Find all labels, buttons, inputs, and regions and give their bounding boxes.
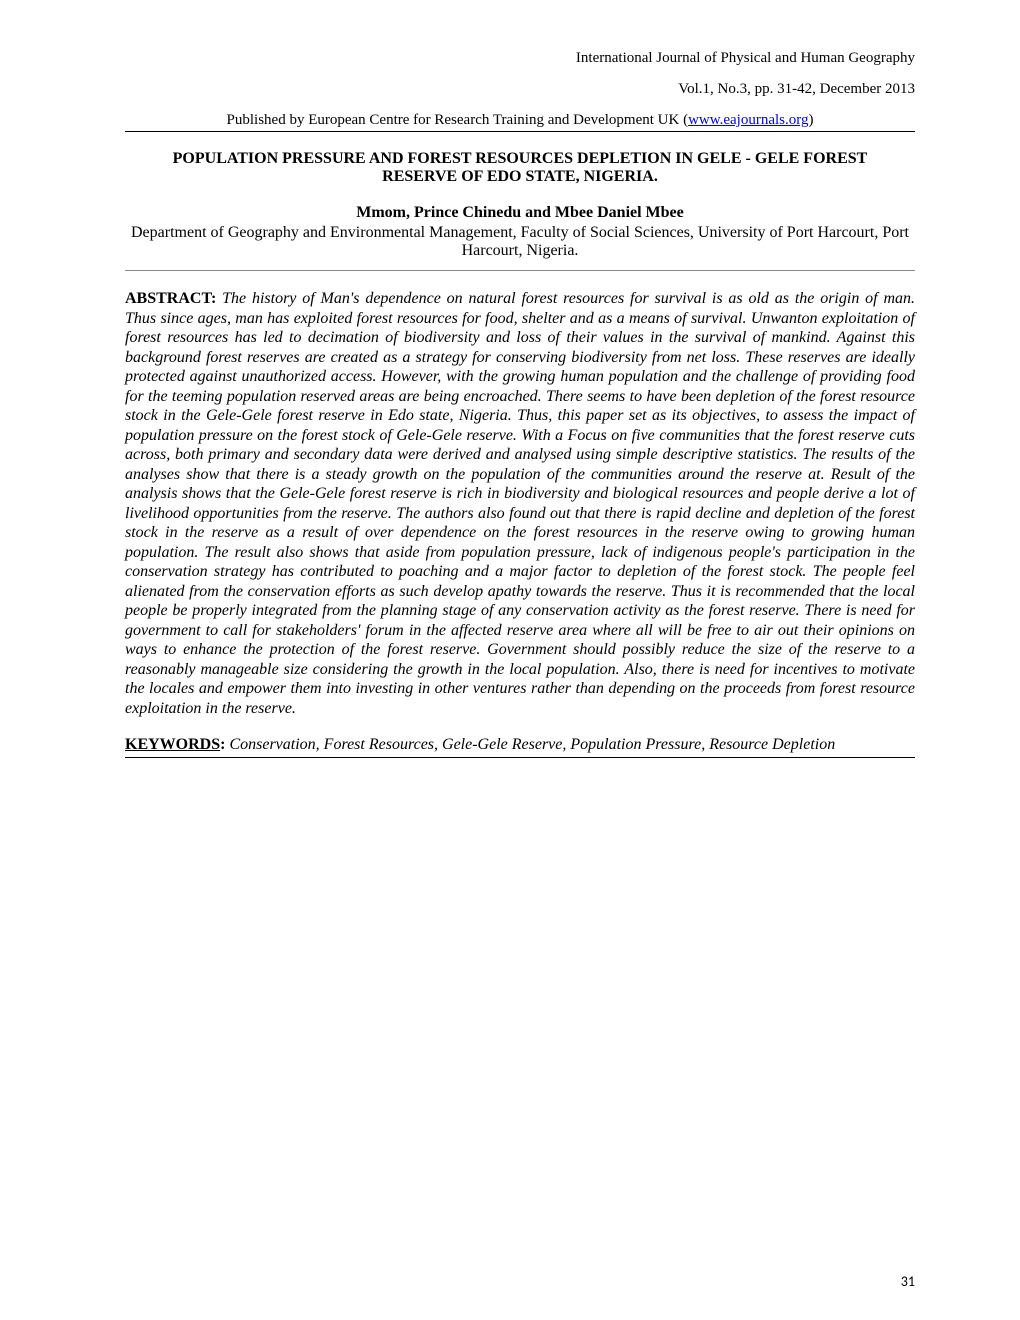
keywords-text: Conservation, Forest Resources, Gele-Gel… xyxy=(225,736,835,753)
publisher-link[interactable]: www.eajournals.org xyxy=(688,112,808,128)
publisher-line: Published by European Centre for Researc… xyxy=(125,112,915,132)
abstract-text: The history of Man's dependence on natur… xyxy=(125,290,915,717)
abstract-block: ABSTRACT: The history of Man's dependenc… xyxy=(125,289,915,718)
paper-title: POPULATION PRESSURE AND FOREST RESOURCES… xyxy=(125,150,915,186)
header-block: International Journal of Physical and Hu… xyxy=(125,50,915,98)
authors: Mmom, Prince Chinedu and Mbee Daniel Mbe… xyxy=(125,204,915,222)
affiliation: Department of Geography and Environmenta… xyxy=(125,224,915,260)
keywords-block: KEYWORDS: Conservation, Forest Resources… xyxy=(125,736,915,758)
abstract-label: ABSTRACT: xyxy=(125,290,216,307)
keywords-label: KEYWORDS xyxy=(125,736,220,753)
volume-info: Vol.1, No.3, pp. 31-42, December 2013 xyxy=(125,81,915,98)
page-number: 31 xyxy=(901,1273,915,1290)
journal-name: International Journal of Physical and Hu… xyxy=(125,50,915,67)
publisher-suffix: ) xyxy=(808,112,813,128)
divider xyxy=(125,270,915,271)
publisher-prefix: Published by European Centre for Researc… xyxy=(227,112,689,128)
